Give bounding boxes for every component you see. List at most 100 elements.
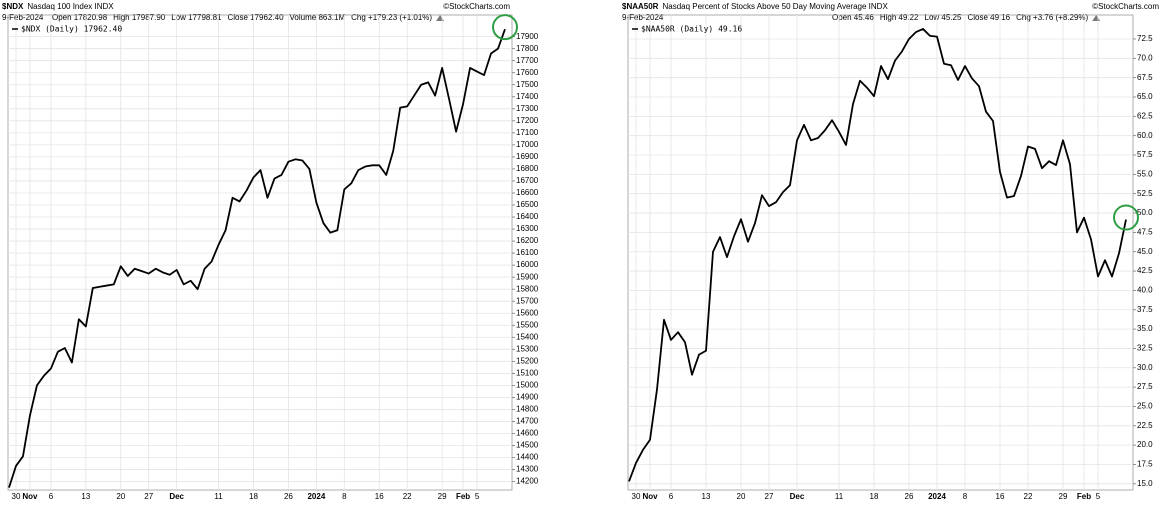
y-tick-label: 16600 (516, 188, 539, 197)
stat: Chg +179.23 (+1.01%) (351, 13, 432, 22)
x-tick-label: 30 (12, 492, 21, 501)
x-tick-label: 8 (963, 492, 968, 501)
y-tick-label: 14900 (516, 393, 539, 402)
y-tick-label: 17300 (516, 104, 539, 113)
x-tick-label: 27 (765, 492, 774, 501)
y-tick-label: 30.0 (1137, 363, 1153, 372)
y-tick-label: 62.5 (1137, 111, 1153, 120)
y-tick-label: 15900 (516, 272, 539, 281)
date: 9-Feb-2024 (2, 13, 44, 22)
chart-subtitle: Nasdaq 100 Index INDX (27, 2, 114, 11)
x-tick-label: Feb (456, 492, 470, 501)
y-tick-label: 17000 (516, 140, 539, 149)
y-tick-label: 47.5 (1137, 227, 1153, 236)
series-line (8, 28, 506, 488)
y-tick-label: 72.5 (1137, 34, 1153, 43)
x-tick-label: 2024 (307, 492, 325, 501)
date: 9-Feb-2024 (622, 13, 664, 22)
stat: Low 45.25 (925, 13, 962, 22)
y-tick-label: 17200 (516, 116, 539, 125)
y-tick-label: 52.5 (1137, 189, 1153, 198)
y-tick-label: 45.0 (1137, 247, 1153, 256)
stat: Chg +3.76 (+8.29%) (1016, 13, 1088, 22)
y-tick-label: 16100 (516, 248, 539, 257)
series-line (628, 28, 1127, 482)
y-tick-label: 17500 (516, 80, 539, 89)
y-tick-label: 15600 (516, 308, 539, 317)
stat: Close 49.16 (967, 13, 1010, 22)
x-tick-label: 5 (475, 492, 480, 501)
y-tick-label: 14700 (516, 417, 539, 426)
change-arrow (436, 15, 445, 21)
x-tick-label: 6 (49, 492, 54, 501)
x-tick-label: 11 (214, 492, 223, 501)
y-tick-label: 70.0 (1137, 53, 1153, 62)
y-tick-label: 15800 (516, 284, 539, 293)
highlight-circle (492, 14, 518, 41)
legend-label: $NDX (Daily) 17962.40 (21, 25, 122, 34)
x-tick-label: 13 (702, 492, 711, 501)
x-tick-label: 29 (1059, 492, 1068, 501)
x-tick-label: Dec (790, 492, 805, 501)
x-tick-label: 6 (669, 492, 674, 501)
x-tick-label: 11 (835, 492, 844, 501)
y-tick-label: 14300 (516, 465, 539, 474)
y-tick-label: 16300 (516, 224, 539, 233)
y-tick-label: 14800 (516, 405, 539, 414)
y-tick-label: 42.5 (1137, 266, 1153, 275)
y-tick-label: 15400 (516, 332, 539, 341)
x-tick-label: 26 (905, 492, 914, 501)
y-tick-label: 17900 (516, 32, 539, 41)
y-tick-label: 17800 (516, 44, 539, 53)
x-tick-label: 5 (1096, 492, 1101, 501)
y-tick-label: 15500 (516, 320, 539, 329)
source: ©StockCharts.com (1092, 2, 1159, 11)
x-tick-label: 30 (632, 492, 641, 501)
y-tick-label: 35.0 (1137, 324, 1153, 333)
x-tick-label: 18 (870, 492, 879, 501)
x-tick-label: 18 (249, 492, 258, 501)
y-tick-label: 25.0 (1137, 402, 1153, 411)
x-tick-label: 27 (144, 492, 153, 501)
y-tick-label: 14200 (516, 477, 539, 486)
x-tick-label: Nov (22, 492, 38, 501)
y-tick-label: 67.5 (1137, 73, 1153, 82)
y-tick-label: 17400 (516, 92, 539, 101)
y-tick-label: 40.0 (1137, 286, 1153, 295)
y-tick-label: 37.5 (1137, 305, 1153, 314)
y-tick-label: 14600 (516, 429, 539, 438)
y-tick-label: 17600 (516, 68, 539, 77)
y-tick-label: 50.0 (1137, 208, 1153, 217)
x-tick-label: 16 (996, 492, 1005, 501)
y-tick-label: 60.0 (1137, 131, 1153, 140)
stat: Open 17820.98 (52, 13, 108, 22)
y-tick-label: 17700 (516, 56, 539, 65)
y-tick-label: 17100 (516, 128, 539, 137)
y-tick-label: 15200 (516, 356, 539, 365)
y-tick-label: 16500 (516, 200, 539, 209)
x-tick-label: 2024 (928, 492, 946, 501)
change-arrow (1092, 15, 1101, 21)
y-tick-label: 15000 (516, 380, 539, 389)
y-tick-label: 16000 (516, 260, 539, 269)
y-tick-label: 15.0 (1137, 479, 1153, 488)
y-tick-label: 17.5 (1137, 460, 1153, 469)
stat: Close 17962.40 (227, 13, 284, 22)
x-tick-label: 20 (737, 492, 746, 501)
x-tick-label: 26 (284, 492, 293, 501)
y-tick-label: 32.5 (1137, 344, 1153, 353)
x-tick-label: 8 (342, 492, 347, 501)
y-tick-label: 16900 (516, 152, 539, 161)
y-tick-label: 27.5 (1137, 382, 1153, 391)
source: ©StockCharts.com (443, 2, 510, 11)
y-tick-label: 16700 (516, 176, 539, 185)
y-tick-label: 55.0 (1137, 169, 1153, 178)
plot-area (627, 14, 1134, 491)
x-tick-label: Nov (642, 492, 658, 501)
chart-subtitle: Nasdaq Percent of Stocks Above 50 Day Mo… (662, 2, 888, 11)
x-tick-label: Dec (169, 492, 184, 501)
y-tick-label: 20.0 (1137, 440, 1153, 449)
chart-title: $NAA50R (622, 2, 659, 11)
y-tick-label: 15700 (516, 296, 539, 305)
